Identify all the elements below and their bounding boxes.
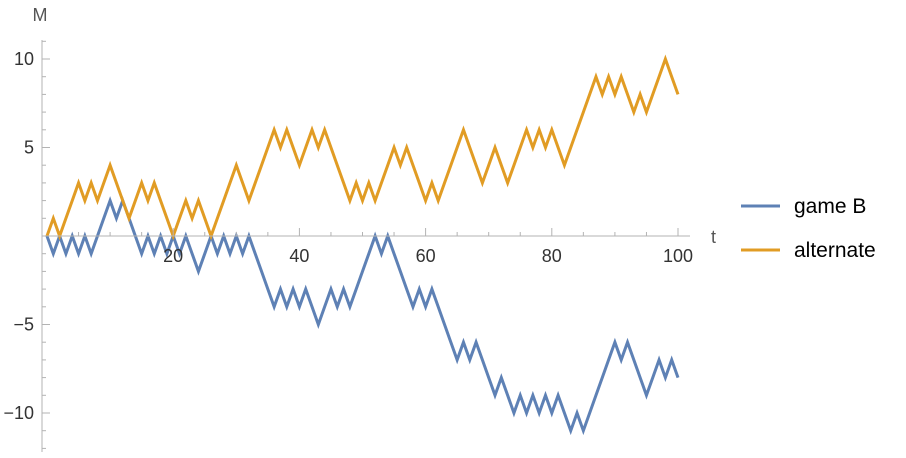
y-tick-label: −10: [3, 403, 34, 423]
x-tick-label: 100: [663, 246, 693, 266]
legend-label-game-b: game B: [794, 195, 866, 218]
x-tick-label: 60: [416, 246, 436, 266]
axes: −10 −5 5 10 20 40 60 80 100: [3, 40, 693, 452]
legend: game B alternate: [741, 195, 876, 262]
legend-label-alternate: alternate: [794, 239, 876, 262]
series-line-game-b: [45, 196, 680, 436]
plot-area: [45, 54, 680, 436]
y-tick-label: 5: [24, 138, 34, 158]
y-tick-label: 10: [14, 49, 34, 69]
x-tick-label: 40: [289, 246, 309, 266]
x-axis-title: t: [711, 227, 716, 247]
x-tick-label: 20: [163, 246, 183, 266]
series-line-alternate: [45, 54, 680, 241]
y-tick-label: −5: [13, 315, 34, 335]
x-tick-label: 80: [542, 246, 562, 266]
y-axis-title: M: [33, 5, 48, 25]
